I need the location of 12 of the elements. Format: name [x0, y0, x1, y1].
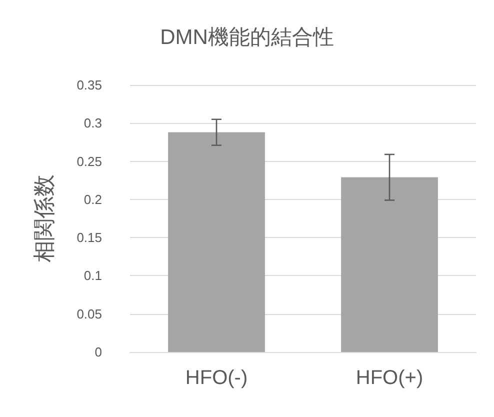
y-tick-label: 0 — [94, 344, 102, 360]
y-axis-title: 相関係数 — [32, 174, 56, 262]
y-tick-label: 0.35 — [76, 78, 102, 92]
chart-title: DMN機能的結合性 — [160, 26, 334, 49]
x-tick-label: HFO(+) — [356, 367, 424, 389]
y-tick-label: 0.05 — [76, 306, 102, 322]
y-tick-label: 0.3 — [84, 116, 102, 131]
y-tick-label: 0.2 — [84, 192, 102, 207]
y-tick-label: 0.1 — [84, 268, 102, 284]
y-tick-label: 0.15 — [76, 230, 102, 246]
x-tick-label: HFO(-) — [185, 367, 248, 389]
y-tick-label: 0.25 — [76, 154, 102, 169]
